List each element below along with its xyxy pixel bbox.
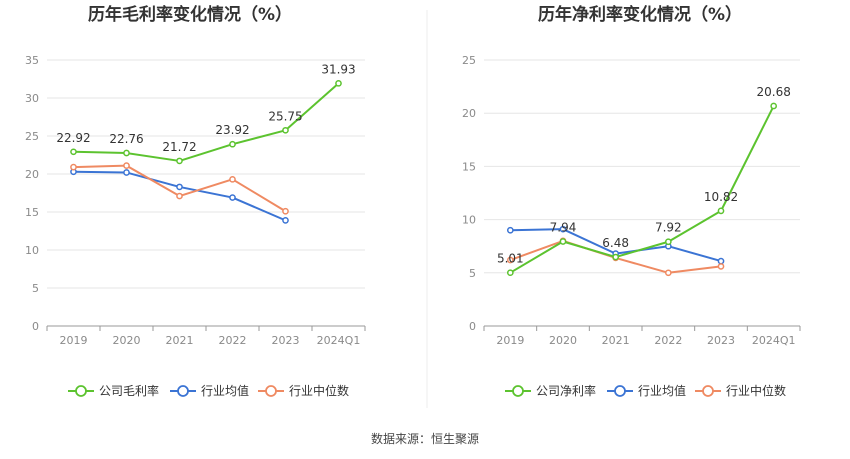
data-point (335, 79, 342, 87)
data-point (506, 226, 514, 234)
data-label: 25.75 (268, 109, 302, 123)
legend-label: 公司净利率 (536, 383, 596, 398)
y-tick-label: 30 (25, 92, 39, 105)
legend-swatch-marker (177, 385, 189, 397)
data-label: 5.01 (497, 252, 524, 266)
legend-swatch-marker (512, 385, 524, 397)
data-label: 23.92 (215, 123, 249, 137)
data-point (506, 269, 514, 277)
legend-label: 公司毛利率 (99, 383, 159, 398)
chart-title: 历年毛利率变化情况（%） (88, 4, 292, 25)
data-point (664, 269, 672, 277)
series-line (509, 105, 775, 274)
data-label: 22.92 (56, 131, 90, 145)
y-tick-label: 25 (462, 54, 476, 67)
y-tick-label: 20 (25, 168, 39, 181)
y-tick-label: 10 (25, 244, 39, 257)
series-line (73, 82, 340, 162)
chart-title: 历年净利率变化情况（%） (538, 4, 742, 25)
data-point (559, 238, 567, 245)
data-point (506, 256, 514, 264)
legend-swatch-marker (265, 385, 277, 397)
x-tick-label: 2019 (60, 334, 88, 347)
data-label: 31.93 (321, 62, 355, 76)
y-tick-label: 15 (25, 206, 39, 219)
data-point (717, 257, 725, 265)
y-tick-label: 15 (462, 160, 476, 173)
y-tick-label: 25 (25, 130, 39, 143)
y-tick-label: 5 (32, 282, 39, 295)
y-tick-label: 20 (462, 107, 476, 120)
data-point (123, 149, 130, 157)
x-tick-label: 2020 (549, 334, 577, 347)
data-label: 6.48 (602, 236, 629, 250)
data-point (664, 238, 672, 246)
data-point (229, 140, 236, 148)
data-label: 21.72 (162, 140, 196, 154)
legend-label: 行业均值 (638, 383, 686, 398)
legend-label: 行业中位数 (289, 383, 349, 398)
net-margin-chart: 历年净利率变化情况（%） 0 5 10 15 20 25 2019 2020 2021 2022 20… (462, 4, 801, 398)
data-point (770, 102, 778, 110)
x-tick-label: 2023 (272, 334, 300, 347)
gross-margin-chart: 历年毛利率变化情况（%） 0 5 10 15 20 25 30 35 2019 2020 2021 20… (25, 4, 366, 398)
x-tick-label: 2024Q1 (317, 334, 361, 347)
data-label: 7.92 (655, 221, 682, 235)
x-tick-label: 2020 (113, 334, 141, 347)
legend-swatch-marker (702, 385, 714, 397)
data-point (176, 157, 183, 165)
x-tick-label: 2024Q1 (752, 334, 796, 347)
data-label: 20.68 (756, 85, 790, 99)
data-point (123, 169, 130, 176)
data-point (282, 126, 289, 134)
legend-label: 行业均值 (201, 383, 249, 398)
data-point (70, 163, 77, 171)
y-tick-label: 35 (25, 54, 39, 67)
x-tick-label: 2023 (707, 334, 735, 347)
data-point (717, 207, 725, 215)
legend-swatch-marker (75, 385, 87, 397)
y-tick-label: 0 (32, 320, 39, 333)
x-tick-label: 2021 (602, 334, 630, 347)
legend-swatch-marker (614, 385, 626, 397)
data-point (229, 194, 236, 201)
x-tick-label: 2021 (166, 334, 194, 347)
x-tick-label: 2022 (219, 334, 247, 347)
data-point (70, 148, 77, 156)
data-point (612, 253, 620, 261)
x-tick-label: 2019 (496, 334, 524, 347)
y-tick-label: 10 (462, 214, 476, 227)
y-tick-label: 5 (469, 267, 476, 280)
data-label: 22.76 (109, 132, 143, 146)
data-point (282, 217, 289, 224)
source-note: 数据来源：恒生聚源 (371, 431, 479, 446)
data-point (176, 192, 183, 200)
data-point (559, 225, 567, 233)
data-label: 10.82 (704, 190, 738, 204)
data-point (717, 263, 725, 270)
data-point (176, 183, 183, 191)
y-tick-label: 0 (469, 320, 476, 333)
x-tick-label: 2022 (654, 334, 682, 347)
data-label: 7.94 (550, 221, 577, 235)
legend-label: 行业中位数 (726, 383, 786, 398)
data-point (282, 207, 289, 215)
data-point (229, 175, 236, 183)
data-point (123, 162, 130, 169)
